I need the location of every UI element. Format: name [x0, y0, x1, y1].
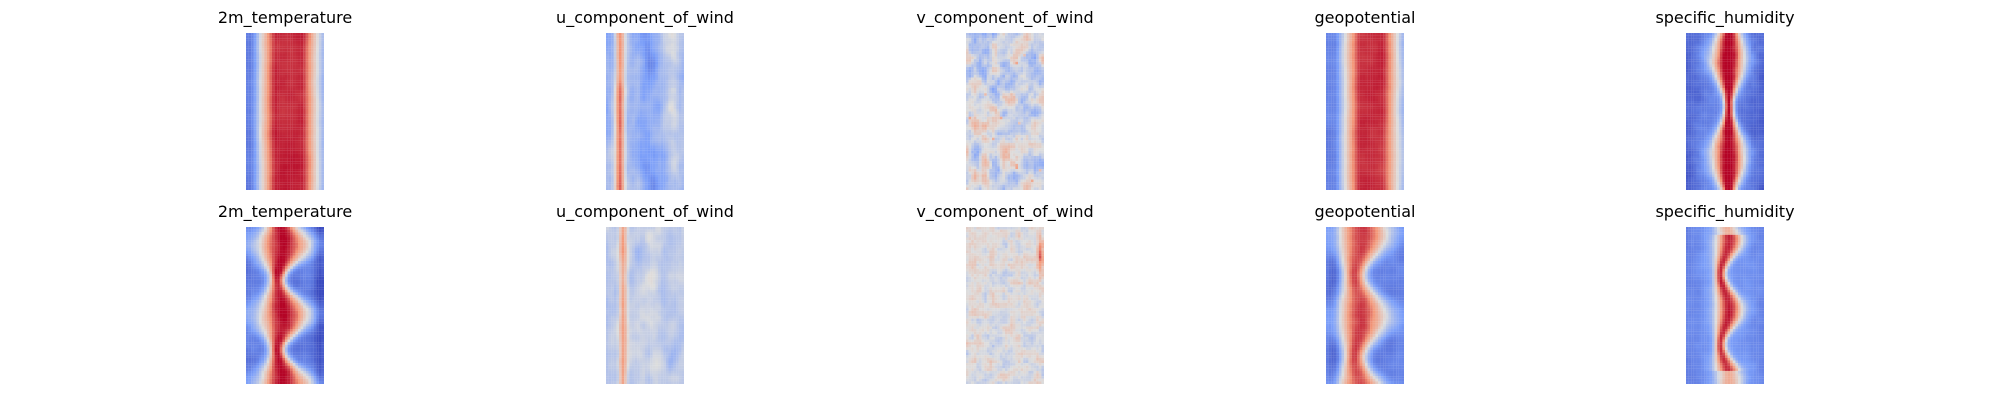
panel-title: u_component_of_wind — [556, 202, 734, 221]
heatmap-image — [1686, 33, 1764, 190]
panel-title: 2m_temperature — [217, 202, 353, 221]
panel-2m-temperature-row2: 2m_temperature — [105, 200, 465, 390]
heatmap-image — [966, 33, 1044, 190]
panel-title: v_component_of_wind — [916, 202, 1094, 221]
panel-title: v_component_of_wind — [916, 8, 1094, 27]
panel-title: 2m_temperature — [217, 8, 353, 27]
heatmap-image — [966, 227, 1044, 384]
panel-geopotential-row1: geopotential — [1185, 6, 1545, 196]
heatmap-image — [606, 33, 684, 190]
panel-geopotential-row2: geopotential — [1185, 200, 1545, 390]
heatmap-image — [246, 227, 324, 384]
panel-title: specific_humidity — [1655, 202, 1795, 221]
panel-v-component-of-wind-row2: v_component_of_wind — [825, 200, 1185, 390]
heatmap-image — [606, 227, 684, 384]
heatmap-image — [1686, 227, 1764, 384]
panel-2m-temperature-row1: 2m_temperature — [105, 6, 465, 196]
panel-title: specific_humidity — [1655, 8, 1795, 27]
panel-u-component-of-wind-row2: u_component_of_wind — [465, 200, 825, 390]
panel-v-component-of-wind-row1: v_component_of_wind — [825, 6, 1185, 196]
heatmap-image — [1326, 227, 1404, 384]
panel-title: geopotential — [1314, 8, 1416, 27]
panel-specific-humidity-row1: specific_humidity — [1545, 6, 1905, 196]
panel-u-component-of-wind-row1: u_component_of_wind — [465, 6, 825, 196]
heatmap-image — [1326, 33, 1404, 190]
heatmap-image — [246, 33, 324, 190]
panel-specific-humidity-row2: specific_humidity — [1545, 200, 1905, 390]
panel-title: u_component_of_wind — [556, 8, 734, 27]
panel-title: geopotential — [1314, 202, 1416, 221]
